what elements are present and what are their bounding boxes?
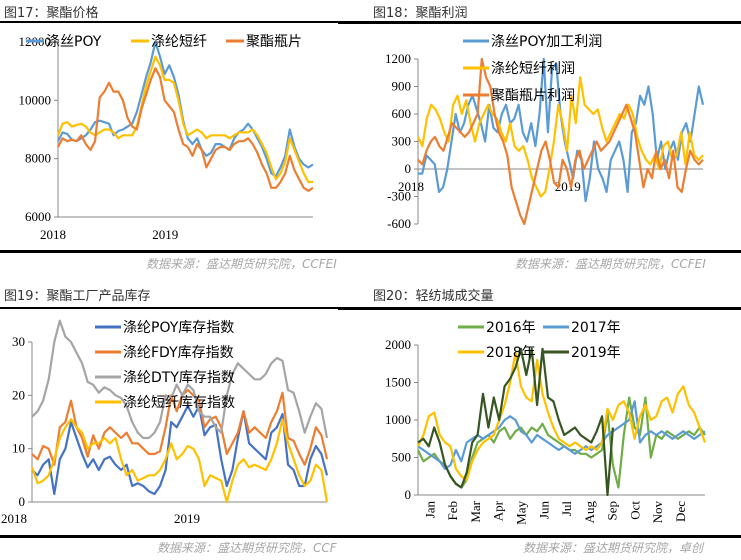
x-tick-label: Jan [422, 501, 437, 519]
x-tick-label: Oct [627, 501, 642, 520]
legend-label: 涤纶DTY库存指数 [123, 370, 235, 386]
legend-label: 涤丝POY加工利润 [491, 34, 602, 50]
y-tick-label: 2000 [385, 337, 411, 352]
x-tick-label: May [514, 501, 529, 525]
y-tick-label: 1500 [385, 375, 411, 390]
legend-label: 2016年 [486, 320, 536, 336]
figure-19-bottom-rule [0, 535, 370, 538]
y-tick-label: 0 [405, 161, 412, 176]
series-line-3 [417, 57, 704, 226]
x-tick-label: Jun [536, 501, 551, 520]
legend-label: 涤纶短纤利润 [491, 61, 575, 77]
figure-18-bottom-rule [370, 250, 741, 253]
x-tick-label: 2019 [555, 179, 581, 194]
x-tick-label: 2019 [152, 227, 178, 242]
figure-20-bottom-rule [370, 535, 741, 538]
y-tick-label: 0 [405, 487, 412, 502]
figure-17-chart: 60008000100001200020182019涤丝POY涤纶短纤聚酯瓶片 [19, 34, 314, 242]
x-tick-label: Jul [559, 501, 574, 517]
x-tick-label: Mar [468, 500, 483, 522]
y-tick-label: -600 [387, 216, 411, 231]
figure-18-title: 图18：聚酯利润 [373, 6, 468, 21]
x-tick-label: 2018 [40, 227, 66, 242]
series-line-1 [31, 404, 329, 496]
figure-20-source: 数据来源：盛达期货研究院，卓创 [523, 541, 704, 555]
x-tick-label: 2018 [398, 179, 424, 194]
x-tick-label: 2018 [1, 511, 27, 526]
series-line-3 [31, 319, 329, 440]
figure-19-top-rule [0, 307, 340, 309]
figure-20-title: 图20：轻纺城成交量 [373, 289, 494, 304]
x-tick-label: Nov [650, 501, 665, 524]
legend-label: 涤丝POY [46, 34, 102, 50]
figure-19-source: 数据来源：盛达期货研究院，CCF [157, 541, 337, 555]
series-line-2 [56, 55, 313, 184]
y-tick-label: 500 [392, 450, 412, 465]
legend-label: 涤纶FDY库存指数 [123, 345, 234, 361]
y-tick-label: 600 [392, 106, 412, 121]
y-tick-label: 30 [12, 334, 25, 349]
x-tick-label: Sep [605, 501, 620, 521]
legend-label: 聚酯瓶片 [246, 34, 302, 50]
figure-20-top-rule [370, 307, 741, 310]
x-tick-label: Aug [582, 501, 597, 524]
legend-label: 聚酯瓶片利润 [491, 88, 575, 104]
legend-label: 2017年 [571, 320, 621, 336]
series-line-2 [417, 400, 706, 470]
x-tick-label: Feb [445, 501, 460, 521]
figure-18-top-rule [370, 21, 741, 24]
figure-19-chart: 0 10 20 30 2018 2019 涤纶POY库存指数涤纶FDY库存指数涤纶DTY库存… [1, 319, 329, 526]
figure-19-top-rule-end [338, 307, 370, 310]
x-tick-label: Apr [491, 500, 506, 521]
y-tick-label: 8000 [25, 151, 51, 166]
legend-label: 涤纶短纤库存指数 [123, 395, 235, 411]
series-line-1 [57, 40, 314, 178]
y-tick-label: 10000 [19, 92, 52, 107]
figure-18-source: 数据来源：盛达期货研究院，CCFEI [515, 257, 706, 271]
figure-17-bottom-rule [0, 250, 370, 253]
y-tick-label: 10 [12, 441, 25, 456]
y-tick-label: 1200 [385, 51, 411, 66]
legend-label: 涤纶短纤 [151, 34, 207, 50]
series-line-1 [417, 396, 706, 489]
y-tick-label: 6000 [25, 209, 51, 224]
figure-20-chart: 0 500 1000 1500 2000 Jan Feb Mar Apr May Jun Jul Aug… [385, 320, 707, 525]
figure-17-source: 数据来源：盛达期货研究院，CCFEI [146, 257, 337, 271]
series-line-4 [30, 418, 329, 504]
legend-label: 涤纶POY库存指数 [123, 320, 234, 336]
series-line-3 [417, 351, 707, 482]
x-tick-label: Dec [673, 501, 688, 522]
y-tick-label: 300 [392, 134, 412, 149]
y-tick-label: 900 [392, 79, 412, 94]
y-tick-label: 0 [19, 494, 26, 509]
x-tick-label: 2019 [174, 511, 200, 526]
figure-17-top-rule [0, 21, 340, 23]
series-line-3 [57, 67, 314, 192]
series-line-4 [417, 347, 614, 497]
y-tick-label: 20 [12, 387, 25, 402]
figure-18-chart: -600 -300 0 300 600 900 1200 2018 2019 涤丝POY加工利润涤… [385, 34, 705, 231]
series-line-2 [31, 388, 329, 466]
legend-label: 2018年 [486, 345, 536, 361]
figure-17-top-rule-end [338, 21, 370, 24]
figure-17-title: 图17：聚酯价格 [4, 6, 99, 21]
legend-label: 2019年 [571, 345, 621, 361]
y-tick-label: 1000 [385, 412, 411, 427]
figure-19-title: 图19：聚酯工厂产品库存 [4, 289, 151, 304]
y-tick-label: -300 [387, 189, 411, 204]
